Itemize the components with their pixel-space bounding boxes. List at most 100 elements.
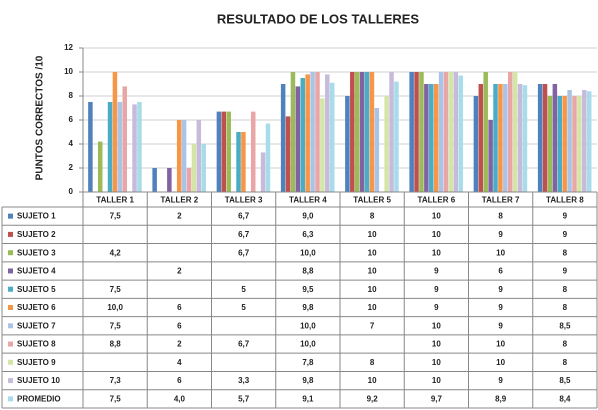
x-tick-label: TALLER 3 <box>225 196 263 205</box>
table-value: 9,2 <box>367 394 379 403</box>
bar <box>448 72 454 192</box>
bar <box>310 72 315 192</box>
table-value: 6 <box>177 321 182 330</box>
x-tick-label: TALLER 6 <box>418 196 456 205</box>
table-value: 10 <box>368 267 377 276</box>
table-value: 9 <box>498 376 503 385</box>
table-value: 6 <box>177 303 182 312</box>
table-value: 5 <box>241 303 246 312</box>
bar <box>350 72 355 192</box>
bar <box>359 72 365 192</box>
bar <box>478 84 484 192</box>
table-value: 10 <box>368 248 377 257</box>
bar <box>473 96 479 192</box>
table-value: 6 <box>177 376 182 385</box>
table-value: 8 <box>370 358 375 367</box>
table-value: 3,3 <box>238 376 250 385</box>
bar <box>132 104 137 192</box>
table-value: 10 <box>432 340 441 349</box>
table-value: 9 <box>563 230 568 239</box>
table-value: 7 <box>370 321 375 330</box>
bar <box>186 168 192 192</box>
y-tick-label: 4 <box>69 139 74 148</box>
legend-label: SUJETO 3 <box>17 248 56 257</box>
bar <box>453 72 459 192</box>
bar <box>517 84 523 192</box>
table-value: 5,7 <box>238 394 250 403</box>
table-value: 9 <box>434 303 439 312</box>
bar <box>507 72 513 192</box>
y-tick-label: 2 <box>69 163 74 172</box>
table-value: 6,7 <box>238 340 250 349</box>
table-value: 10,0 <box>300 340 316 349</box>
y-tick-label: 12 <box>64 43 73 52</box>
table-value: 7,5 <box>110 212 122 221</box>
bar <box>285 116 291 192</box>
bar <box>483 72 488 192</box>
bar <box>394 81 399 192</box>
bar <box>374 108 380 192</box>
bar <box>329 82 335 192</box>
legend-key <box>8 323 13 329</box>
bar <box>512 72 518 192</box>
table-value: 9 <box>563 212 568 221</box>
table-value: 9,7 <box>431 394 443 403</box>
x-tick-label: TALLER 2 <box>161 196 199 205</box>
table-value: 10,0 <box>107 303 123 312</box>
bar <box>236 132 241 192</box>
bar <box>250 111 256 192</box>
table-value: 9 <box>434 267 439 276</box>
table-value: 9 <box>498 230 503 239</box>
table-value: 2 <box>177 340 182 349</box>
bar <box>320 98 325 192</box>
x-tick-label: TALLER 8 <box>546 196 584 205</box>
bar <box>419 72 424 192</box>
legend-key <box>8 250 13 256</box>
bar <box>325 74 330 192</box>
chart-title: RESULTADO DE LOS TALLERES <box>217 11 420 26</box>
table-value: 8 <box>498 212 503 221</box>
bar <box>300 78 306 192</box>
legend-key <box>8 305 13 310</box>
bar <box>503 84 508 192</box>
bar <box>493 84 498 192</box>
table-value: 9,0 <box>302 212 314 221</box>
bar <box>280 84 286 192</box>
table-value: 9,5 <box>302 285 314 294</box>
bar <box>582 90 587 192</box>
bar <box>167 168 172 192</box>
bar <box>290 72 296 192</box>
table-value: 10 <box>432 248 441 257</box>
bar <box>117 102 123 192</box>
table-value: 4,2 <box>110 248 122 257</box>
bar <box>345 96 350 192</box>
legend-label: SUJETO 5 <box>17 285 56 294</box>
table-value: 9 <box>498 321 503 330</box>
bar <box>458 75 463 192</box>
table-value: 8 <box>563 340 568 349</box>
table-value: 7,5 <box>110 321 122 330</box>
bar <box>216 111 222 192</box>
table-value: 7,3 <box>110 376 122 385</box>
bar <box>305 74 310 192</box>
table-value: 8 <box>563 285 568 294</box>
table-value: 6,7 <box>238 248 250 257</box>
bar <box>265 123 271 192</box>
table-value: 8,5 <box>559 376 571 385</box>
bar <box>176 120 182 192</box>
legend-label: SUJETO 1 <box>17 212 56 221</box>
table-value: 8,8 <box>302 267 314 276</box>
table-value: 10 <box>496 340 505 349</box>
bar <box>414 72 419 192</box>
y-tick-label: 8 <box>69 91 74 100</box>
bar <box>537 84 543 192</box>
legend-label: SUJETO 9 <box>17 358 56 367</box>
legend-key <box>8 231 13 237</box>
bar <box>498 84 503 192</box>
legend-key <box>8 396 13 402</box>
table-value: 8 <box>563 358 568 367</box>
bar <box>552 84 558 192</box>
table-value: 10 <box>496 358 505 367</box>
bar <box>557 96 563 192</box>
